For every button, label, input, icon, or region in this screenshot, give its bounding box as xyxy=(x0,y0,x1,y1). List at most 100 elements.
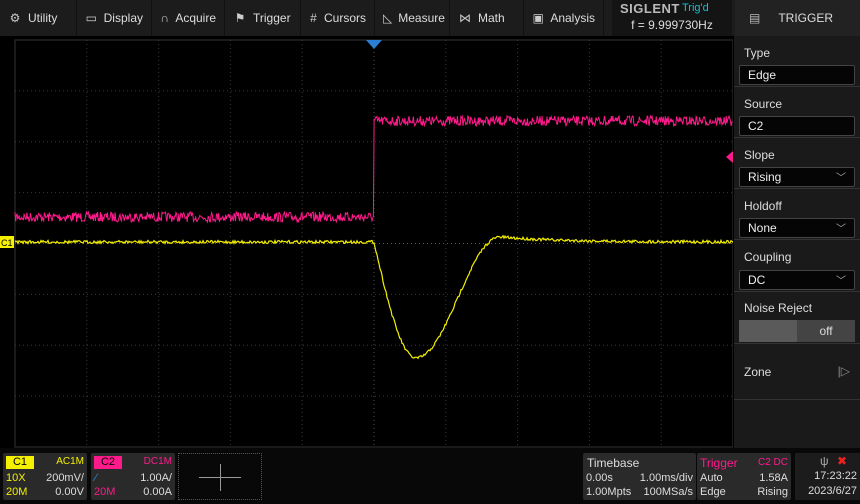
menu-display[interactable]: ▭ Display xyxy=(77,0,152,36)
clock-time: 17:23:22 xyxy=(814,470,857,482)
channel2-card[interactable]: C2 DC1M ⁄ 1.00A/ 20M 0.00A xyxy=(91,453,175,500)
usb-icon: ψ xyxy=(820,454,829,468)
slope-label: Slope xyxy=(744,148,775,162)
chevron-down-icon: ﹀ xyxy=(836,276,846,287)
menu-measure[interactable]: ◺ Measure xyxy=(375,0,450,36)
analysis-icon: ▣ xyxy=(532,11,544,25)
channel1-card[interactable]: C1 AC1M 10X 200mV/ 20M 0.00V xyxy=(3,453,87,500)
menu-label: Measure xyxy=(398,11,445,25)
c1-scale: 200mV/ xyxy=(46,472,84,484)
clock-date: 2023/6/27 xyxy=(808,485,857,497)
timebase-card[interactable]: Timebase 0.00s 1.00ms/div 1.00Mpts 100MS… xyxy=(583,453,696,500)
noise-reject-label: Noise Reject xyxy=(744,301,813,315)
noise-reject-value: off xyxy=(797,320,855,342)
current-probe-icon: ⁄ xyxy=(95,472,97,484)
holdoff-label: Holdoff xyxy=(744,199,782,213)
menu-label: Cursors xyxy=(323,11,366,25)
timebase-delay: 0.00s xyxy=(586,472,613,484)
menu-list-icon: ▤ xyxy=(749,11,761,25)
gear-icon: ⚙ xyxy=(9,11,21,25)
sample-rate: 100MSa/s xyxy=(643,486,693,498)
slope-dropdown[interactable]: Rising ﹀ xyxy=(739,167,855,187)
menu-label: Display xyxy=(103,11,143,25)
type-label: Type xyxy=(744,46,771,60)
c1-probe: 10X xyxy=(6,472,26,484)
trigger-status: Trig'd xyxy=(682,2,709,14)
chevron-down-icon: ﹀ xyxy=(836,224,846,235)
source-select[interactable]: C2 xyxy=(739,116,855,136)
frequency-readout: f = 9.999730Hz xyxy=(631,18,713,32)
c1-offset: 0.00V xyxy=(55,486,84,498)
flag-icon: ⚑ xyxy=(234,11,246,25)
trigger-level-marker xyxy=(726,151,733,163)
menu-label: Utility xyxy=(28,11,58,25)
c1-offset-marker xyxy=(0,236,14,248)
slope-value: Rising xyxy=(748,170,782,184)
holdoff-dropdown[interactable]: None ﹀ xyxy=(739,218,855,238)
add-channel-button[interactable] xyxy=(178,453,262,500)
trigger-panel-header[interactable]: ▤ TRIGGER xyxy=(735,0,860,36)
c1-badge: C1 xyxy=(6,456,34,469)
monitor-icon: ▭ xyxy=(85,11,97,25)
trigger-type: Edge xyxy=(700,486,726,498)
coupling-value: DC xyxy=(748,273,766,287)
trigger-source: C2 DC xyxy=(757,457,788,468)
c2-bandwidth: 20M xyxy=(94,486,116,498)
status-bar: C1 AC1M 10X 200mV/ 20M 0.00V C2 DC1M ⁄ 1… xyxy=(0,448,860,504)
type-select[interactable]: Edge xyxy=(739,65,855,85)
panel-title: TRIGGER xyxy=(778,11,834,25)
menu-math[interactable]: ⋈ Math xyxy=(450,0,524,36)
menu-acquire[interactable]: ∩ Acquire xyxy=(152,0,225,36)
c2-scale: 1.00A/ xyxy=(140,472,172,484)
trigger-slope: Rising xyxy=(757,486,788,498)
coupling-label: Coupling xyxy=(744,250,792,264)
holdoff-value: None xyxy=(748,221,777,235)
slope-section: Slope Rising ﹀ xyxy=(734,138,860,189)
memory-depth: 1.00Mpts xyxy=(586,486,632,498)
c2-badge: C2 xyxy=(94,456,122,469)
acquire-icon: ∩ xyxy=(160,11,169,25)
expand-arrow-icon: |▷ xyxy=(837,364,850,378)
timebase-title: Timebase xyxy=(587,456,640,470)
siglent-logo: SIGLENT xyxy=(620,1,680,16)
waveform-display[interactable]: C1 xyxy=(0,36,733,448)
c1-waveform xyxy=(14,234,733,360)
brand-status: SIGLENT Trig'd f = 9.999730Hz xyxy=(612,0,732,36)
network-disconnected-icon: ✖ xyxy=(837,454,848,468)
noise-reject-section: Noise Reject off xyxy=(734,292,860,344)
type-section: Type Edge xyxy=(734,36,860,87)
source-value: C2 xyxy=(748,119,764,133)
zone-item[interactable]: Zone |▷ xyxy=(734,344,860,400)
trigger-title: Trigger xyxy=(700,456,738,470)
trigger-position-marker xyxy=(366,40,382,49)
coupling-section: Coupling DC ﹀ xyxy=(734,240,860,292)
coupling-dropdown[interactable]: DC ﹀ xyxy=(739,270,855,290)
zone-label: Zone xyxy=(744,365,772,379)
trigger-card[interactable]: Trigger C2 DC Auto 1.58A Edge Rising xyxy=(697,453,791,500)
source-label: Source xyxy=(744,97,783,111)
menu-trigger[interactable]: ⚑ Trigger xyxy=(225,0,301,36)
plus-icon-vertical xyxy=(220,464,221,491)
menu-label: Math xyxy=(478,11,505,25)
cursors-icon: # xyxy=(310,11,317,25)
noise-reject-toggle[interactable]: off xyxy=(739,320,855,342)
menu-label: Trigger xyxy=(253,11,291,25)
menu-utility[interactable]: ⚙ Utility xyxy=(0,0,77,36)
menu-label: Analysis xyxy=(550,11,595,25)
c2-coupling: DC1M xyxy=(143,456,172,467)
source-section: Source C2 xyxy=(734,87,860,138)
timebase-scale: 1.00ms/div xyxy=(639,472,693,484)
trigger-panel: Type Edge Source C2 Slope Rising ﹀ Holdof… xyxy=(734,36,860,448)
type-value: Edge xyxy=(748,68,777,82)
menu-cursors[interactable]: # Cursors xyxy=(301,0,375,36)
system-status: ψ ✖ 17:23:22 2023/6/27 xyxy=(795,453,860,500)
c2-offset: 0.00A xyxy=(143,486,172,498)
holdoff-section: Holdoff None ﹀ xyxy=(734,189,860,240)
c2-waveform xyxy=(14,114,733,224)
math-icon: ⋈ xyxy=(459,11,471,25)
menu-analysis[interactable]: ▣ Analysis xyxy=(524,0,604,36)
trigger-level: 1.58A xyxy=(759,472,788,484)
c1-marker-label: C1 xyxy=(1,238,13,248)
c1-bandwidth: 20M xyxy=(6,486,28,498)
ruler-icon: ◺ xyxy=(383,11,393,25)
